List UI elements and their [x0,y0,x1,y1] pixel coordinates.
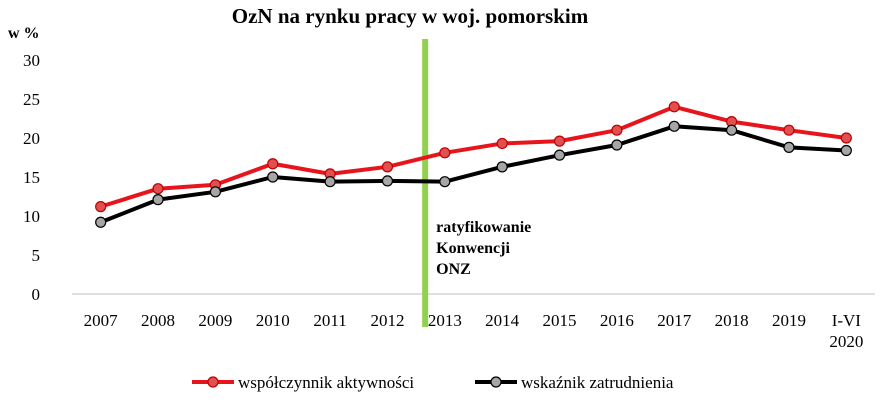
annotation-text: ratyfikowanie Konwencji ONZ [436,219,531,278]
y-tick-label: 15 [23,168,40,187]
series-point [267,171,279,183]
legend-marker [207,376,219,388]
series-line [100,104,847,209]
x-tick-label-line: 2009 [198,311,232,330]
x-tick-label: 2013 [428,311,462,330]
y-tick-label: 20 [23,129,40,148]
series-point [553,135,566,147]
x-tick-label: 2016 [600,311,634,330]
series-point [209,186,221,198]
x-tick-label-line: 2015 [543,311,577,330]
x-tick-label: 2010 [256,311,290,330]
series-point [783,124,795,136]
x-tick-label: 2017 [657,311,692,330]
x-tick-label: 2014 [485,311,520,330]
x-tick-label-line: 2018 [715,311,749,330]
series-point [611,139,623,151]
x-tick-label-line: 2013 [428,311,462,330]
series-point [496,161,508,173]
x-tick-label-line: 2008 [141,311,175,330]
x-tick-label-line: 2012 [370,311,404,330]
x-tick-label-line: 2019 [772,311,806,330]
y-tick-label: 30 [23,51,40,70]
series-point [668,120,680,132]
series-point [668,101,680,113]
series-point [439,176,451,188]
series-line [99,124,847,225]
x-tick-label: 2018 [715,311,749,330]
legend: współczynnik aktywności wskaźnik zatrudni… [192,373,674,392]
series-point [152,194,164,206]
y-tick-label: 0 [32,285,41,304]
annotation-text-line: ONZ [436,261,471,278]
x-tick-label-line: 2010 [256,311,290,330]
series-point [95,201,107,213]
x-tick-label: 2019 [772,311,806,330]
axes: 0 5 10 15 20 25 30 2007 2008 2009 2010 2011 2012 2013… [23,51,875,351]
x-tick-label-line: 2014 [485,311,520,330]
x-tick-label: 2008 [141,311,175,330]
series-point [439,147,451,159]
x-tick-label: 2012 [370,311,404,330]
series-point [840,144,852,157]
y-tick-label: 5 [32,246,41,265]
series-point [95,216,107,228]
x-tick-label: I-VI 2020 [829,311,863,351]
series-point [267,158,279,170]
y-tick-label: 25 [23,90,40,109]
x-tick-label: 2007 [84,311,119,330]
series-point [840,132,852,144]
legend-label: wskaźnik zatrudnienia [521,373,674,392]
series-group [95,101,852,228]
annotation-text-line: ratyfikowanie [436,219,531,236]
series-point [783,141,795,153]
x-tick-label-line: 2017 [657,311,692,330]
y-axis-label: w % [8,25,40,42]
x-tick-label: 2015 [543,311,577,330]
x-tick-label-line: 2020 [829,332,863,351]
x-tick-label-line: 2016 [600,311,634,330]
series-point [381,175,394,187]
series-point [324,176,336,188]
annotation-text-line: Konwencji [436,240,510,257]
x-tick-label-line: 2007 [84,311,119,330]
legend-marker [490,376,502,388]
x-tick-label: 2009 [198,311,232,330]
series-point [496,137,508,150]
x-tick-label-line: 2011 [313,311,346,330]
x-tick-label-line: I-VI [832,311,862,330]
y-tick-label: 10 [23,207,40,226]
series-point [381,161,394,173]
series-point [152,183,164,195]
x-tick-label: 2011 [313,311,346,330]
series-point [726,124,738,136]
series-point [553,149,566,161]
legend-label: współczynnik aktywności [238,373,414,392]
series-point [611,124,623,136]
chart-title: OzN na rynku pracy w woj. pomorskim [232,4,589,28]
